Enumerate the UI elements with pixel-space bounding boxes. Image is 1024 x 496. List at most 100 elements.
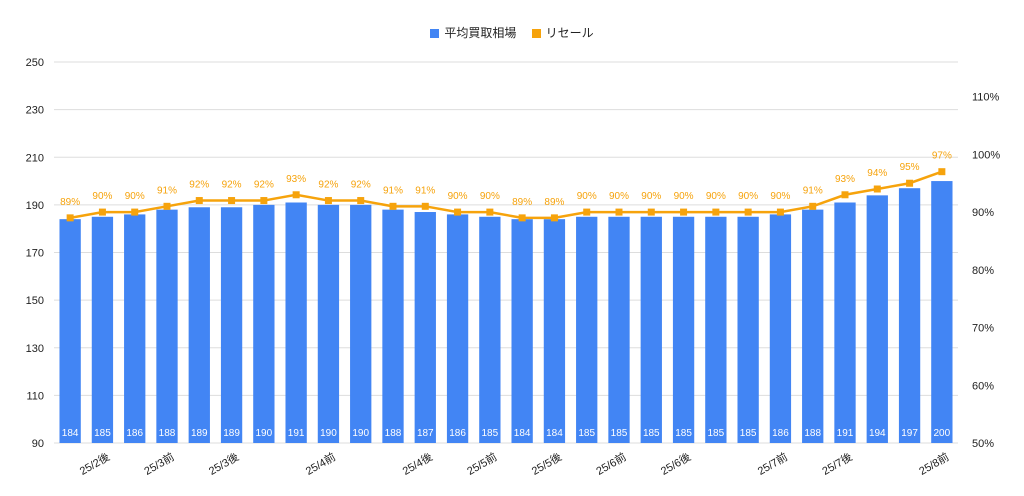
bar (91, 216, 114, 443)
bar-value-label: 190 (352, 428, 369, 439)
bar (59, 219, 81, 443)
x-tick-label: 25/3後 (206, 449, 241, 477)
legend: 平均買取相場 リセール (0, 24, 1024, 41)
y-right-tick-label: 60% (972, 380, 994, 392)
bar-value-label: 185 (740, 428, 757, 439)
x-tick-label: 25/6前 (593, 449, 628, 477)
resale-value-label: 93% (835, 174, 855, 185)
bar (576, 216, 598, 443)
resale-value-label: 92% (222, 180, 242, 191)
resale-line (69, 170, 943, 220)
legend-item-line[interactable]: リセール (531, 24, 594, 41)
bar-value-label: 189 (191, 428, 208, 439)
bar-value-label: 186 (772, 428, 789, 439)
bar (672, 216, 695, 443)
bar-value-label: 185 (675, 428, 692, 439)
bar-value-label: 185 (643, 428, 660, 439)
bar-value-label: 187 (417, 428, 434, 439)
bar (220, 207, 243, 443)
resale-value-label: 89% (60, 197, 80, 208)
bar (188, 207, 210, 443)
bar-value-label: 184 (62, 428, 79, 439)
resale-point (228, 197, 236, 205)
resale-point (680, 208, 688, 216)
resale-value-label: 89% (544, 197, 564, 208)
x-tick-label: 25/6後 (658, 449, 693, 477)
resale-value-label: 97% (932, 151, 952, 162)
bar-value-label: 191 (288, 428, 305, 439)
x-tick-label: 25/2後 (77, 449, 112, 477)
resale-point (518, 214, 526, 222)
bar (511, 219, 533, 443)
bar-value-label: 188 (159, 428, 176, 439)
y-right-tick-label: 110% (972, 92, 1000, 104)
resale-value-label: 89% (512, 197, 532, 208)
legend-bar-label: 平均買取相場 (444, 26, 517, 40)
bar-value-label: 186 (126, 428, 143, 439)
bar (608, 216, 630, 443)
x-tick-label: 25/8前 (916, 449, 951, 477)
bar (898, 188, 921, 443)
bar (382, 209, 404, 443)
resale-point (131, 208, 139, 216)
resale-point (454, 208, 462, 216)
bar (866, 195, 888, 443)
resale-point (583, 208, 591, 216)
bar (253, 204, 275, 443)
y-left-tick-label: 170 (26, 248, 44, 260)
bar-value-label: 194 (869, 428, 886, 439)
bar-value-label: 188 (804, 428, 821, 439)
resale-value-label: 90% (448, 191, 468, 202)
y-left-tick-label: 230 (26, 105, 44, 117)
resale-point (195, 197, 203, 205)
y-right-tick-label: 80% (972, 265, 994, 277)
bar-value-label: 185 (578, 428, 595, 439)
resale-value-label: 90% (641, 191, 661, 202)
bar (640, 216, 662, 443)
legend-item-bar[interactable]: 平均買取相場 (430, 24, 516, 41)
y-left-tick-label: 130 (26, 343, 44, 355)
bar (350, 204, 372, 443)
resale-value-label: 90% (92, 191, 112, 202)
y-left-tick-label: 110 (26, 390, 44, 402)
resale-value-label: 90% (609, 191, 629, 202)
resale-point (809, 202, 817, 210)
bar-value-label: 190 (256, 428, 273, 439)
resale-value-label: 90% (706, 191, 726, 202)
y-right-tick-label: 100% (972, 149, 1000, 161)
bar-value-label: 188 (385, 428, 402, 439)
resale-point (163, 202, 171, 210)
resale-value-label: 92% (351, 180, 371, 191)
bar (317, 204, 340, 443)
resale-point (98, 208, 106, 216)
resale-value-label: 90% (674, 191, 694, 202)
resale-value-label: 90% (480, 191, 500, 202)
resale-value-label: 92% (189, 180, 209, 191)
resale-point (550, 214, 558, 222)
y-right-tick-label: 50% (972, 438, 994, 450)
legend-line-label: リセール (545, 26, 594, 40)
bar (414, 212, 436, 443)
resale-value-label: 95% (900, 162, 920, 173)
resale-value-label: 90% (577, 191, 597, 202)
resale-value-label: 91% (383, 185, 403, 196)
resale-point (841, 191, 849, 199)
x-tick-label: 25/5後 (529, 449, 564, 477)
resale-point (647, 208, 655, 216)
resale-point (744, 208, 752, 216)
x-tick-label: 25/7前 (755, 449, 790, 477)
x-tick-label: 25/3前 (141, 449, 176, 477)
bar-value-label: 185 (94, 428, 111, 439)
bar (479, 216, 501, 443)
bar (931, 181, 953, 443)
bar-value-label: 185 (482, 428, 499, 439)
x-tick-label: 25/7後 (819, 449, 854, 477)
bar-value-label: 197 (901, 428, 918, 439)
bar-value-label: 190 (320, 428, 337, 439)
bar (737, 216, 759, 443)
resale-point (615, 208, 623, 216)
resale-point (873, 185, 881, 193)
bar-value-label: 185 (708, 428, 725, 439)
resale-point (292, 191, 300, 199)
